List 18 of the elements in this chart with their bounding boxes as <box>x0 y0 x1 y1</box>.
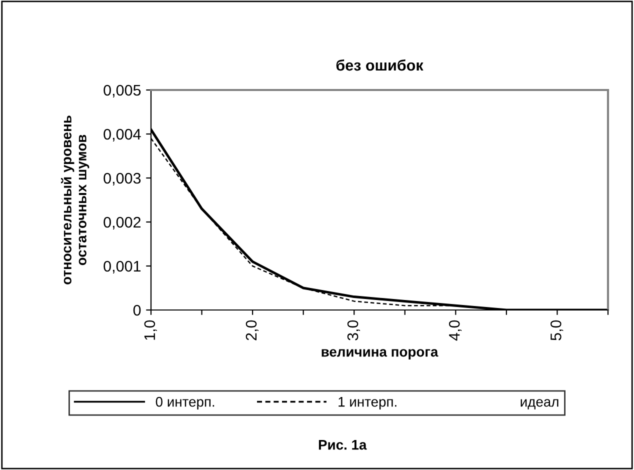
y-tick-label: 0,004 <box>104 128 141 142</box>
x-tick-label: 1,0 <box>144 320 157 340</box>
x-tick-label: 3,0 <box>347 320 360 340</box>
y-tick-label: 0,003 <box>104 172 141 186</box>
y-tick-label: 0,001 <box>104 260 141 274</box>
text: Рис. 1а <box>318 440 367 450</box>
y-tick-label: 0 <box>133 304 141 316</box>
legend-label: 1 интерп. <box>338 397 396 410</box>
x-tick-label: 5,0 <box>550 320 564 340</box>
y-axis-title: относительный уровень остаточных шумов <box>60 116 90 284</box>
text: идеал <box>520 399 558 410</box>
x-tick-label: 2,0 <box>246 320 258 340</box>
legend-label: 0 интерп. <box>156 396 214 410</box>
x-tick-label: 4,0 <box>448 320 462 341</box>
y-tick-label: 0,002 <box>104 216 141 230</box>
chart-title: без ошибок <box>336 59 424 71</box>
y-tick-label: 0,005 <box>104 84 141 98</box>
x-axis-title: величина порога <box>322 349 438 360</box>
